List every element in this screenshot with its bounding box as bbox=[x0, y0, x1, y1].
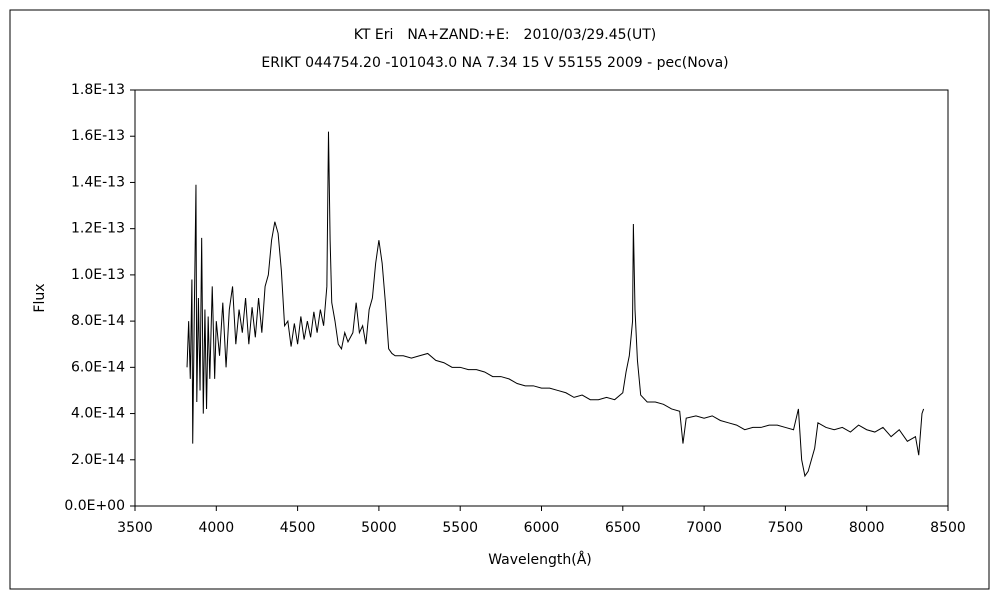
x-tick-label: 8000 bbox=[849, 520, 885, 536]
x-tick-label: 5500 bbox=[442, 520, 478, 536]
y-tick-label: 1.2E-13 bbox=[71, 221, 125, 237]
y-tick-label: 8.0E-14 bbox=[71, 313, 125, 329]
y-axis-label: Flux bbox=[32, 283, 48, 312]
y-tick-label: 2.0E-14 bbox=[71, 452, 125, 468]
x-tick-label: 7500 bbox=[768, 520, 804, 536]
y-tick-label: 1.8E-13 bbox=[71, 82, 125, 98]
x-tick-label: 4500 bbox=[280, 520, 316, 536]
y-tick-label: 6.0E-14 bbox=[71, 359, 125, 375]
y-tick-label: 1.4E-13 bbox=[71, 174, 125, 190]
x-tick-label: 4000 bbox=[198, 520, 234, 536]
spectrum-line bbox=[186, 131, 925, 478]
chart-title: KT Eri NA+ZAND:+E: 2010/03/29.45(UT) bbox=[354, 27, 656, 43]
y-tick-label: 1.0E-13 bbox=[71, 267, 125, 283]
x-axis-label: Wavelength(Å) bbox=[488, 551, 592, 568]
x-tick-label: 5000 bbox=[361, 520, 397, 536]
chart-subtitle: ERIKT 044754.20 -101043.0 NA 7.34 15 V 5… bbox=[261, 55, 728, 71]
y-tick-label: 0.0E+00 bbox=[64, 498, 125, 514]
x-tick-label: 7000 bbox=[686, 520, 722, 536]
chart-frame bbox=[9, 9, 990, 590]
y-tick-label: 1.6E-13 bbox=[71, 128, 125, 144]
x-tick-label: 8500 bbox=[930, 520, 966, 536]
x-tick-label: 3500 bbox=[117, 520, 153, 536]
x-tick-label: 6000 bbox=[524, 520, 560, 536]
x-tick-label: 6500 bbox=[605, 520, 641, 536]
y-tick-label: 4.0E-14 bbox=[71, 406, 125, 422]
